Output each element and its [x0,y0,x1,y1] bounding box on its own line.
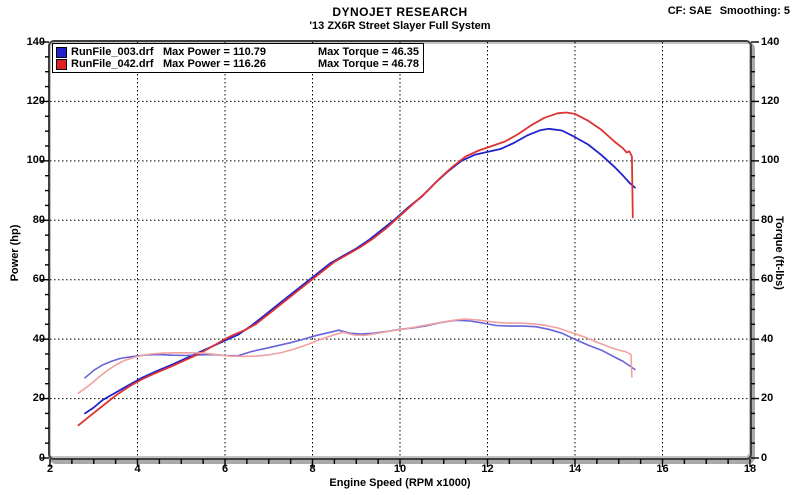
y-right-tick-label: 80 [761,213,774,226]
y-right-tick-label: 20 [761,392,774,405]
y-right-tick-label: 0 [761,451,768,464]
run042-torque-curve [77,318,633,395]
x-tick-label: 10 [393,463,407,475]
x-tick-label: 14 [568,463,582,475]
smoothing-label: Smoothing: 5 [719,5,790,17]
y-right-tick-label: 140 [761,35,780,48]
y-left-tick-label: 20 [32,392,45,405]
run042-power-curve [77,111,634,427]
y-left-tick-label: 0 [38,451,45,464]
legend-box: RunFile_003.drf Max Power = 110.79 Max T… [52,43,424,73]
legend-max-power-label: Max Power = 116.26 [163,58,267,70]
x-tick-label: 6 [221,463,229,475]
y-left-tick-label: 100 [26,154,45,167]
x-tick-label: 16 [656,463,669,475]
legend-swatch-run042 [56,58,67,70]
legend-max-power-label: Max Power = 110.79 [163,46,267,58]
correction-smoothing-label: CF: SAE Smoothing: 5 [660,5,790,17]
y-right-tick-label: 60 [761,273,774,286]
x-axis-title: Engine Speed (RPM x1000) [329,477,471,489]
run-subtitle: '13 ZX6R Street Slayer Full System [309,20,491,32]
legend-file-label: RunFile_042.drf [71,58,154,70]
y-left-tick-label: 80 [32,213,45,226]
y-right-axis-title: Torque (ft-lbs) [773,216,785,290]
legend-file-label: RunFile_003.drf [71,46,154,58]
plot-area [48,40,752,460]
legend-max-torque-label: Max Torque = 46.35 [318,46,419,58]
curves-svg [50,42,750,458]
y-right-tick-label: 40 [761,332,774,345]
legend-max-torque-label: Max Torque = 46.78 [318,58,419,70]
y-right-tick-label: 100 [761,154,780,167]
x-tick-label: 8 [309,463,316,475]
run003-torque-curve [84,319,636,379]
y-left-tick-label: 120 [26,94,45,107]
y-right-tick-label: 120 [761,94,780,107]
y-left-axis-title: Power (hp) [9,224,21,282]
x-tick-label: 2 [46,463,54,475]
x-tick-label: 4 [134,463,141,475]
y-left-tick-label: 60 [32,273,45,286]
legend-swatch-run003 [56,46,67,58]
cf-label: CF: SAE [667,5,712,17]
x-tick-label: 18 [743,463,757,475]
run003-power-curve [84,127,636,415]
y-left-tick-label: 40 [32,332,45,345]
legend-row: RunFile_042.drf Max Power = 116.26 Max T… [56,58,419,70]
x-tick-label: 12 [481,463,494,475]
legend-row: RunFile_003.drf Max Power = 110.79 Max T… [56,46,419,58]
y-left-tick-label: 140 [26,35,45,48]
page-title: DYNOJET RESEARCH [332,5,468,19]
